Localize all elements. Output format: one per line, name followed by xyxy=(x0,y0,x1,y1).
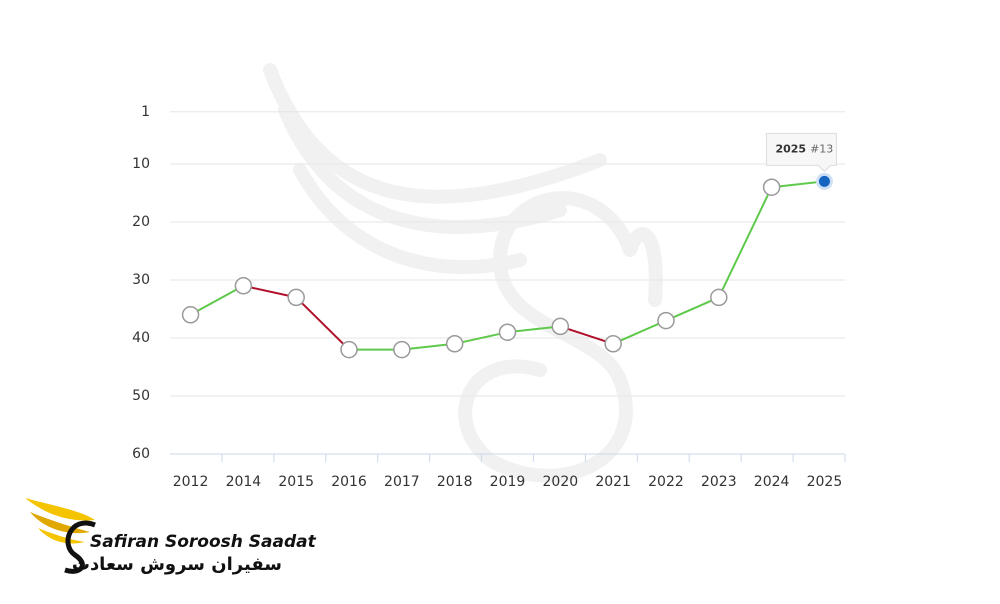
line-segment xyxy=(295,296,350,351)
point xyxy=(445,335,464,353)
point xyxy=(340,340,358,359)
point xyxy=(815,172,833,190)
point xyxy=(234,277,253,295)
x-tick-label: 2019 xyxy=(490,474,526,490)
y-tick-label: 1 xyxy=(141,104,150,120)
tooltip: 2025 #13 xyxy=(765,132,837,173)
point xyxy=(498,323,517,341)
logo-persian: سفیران سروش سعادت xyxy=(72,554,282,575)
y-tick-label: 20 xyxy=(132,214,150,230)
line-segment xyxy=(771,180,825,189)
x-tick-label: 2017 xyxy=(384,474,420,490)
tooltip-category: 2025 xyxy=(775,142,806,155)
x-tick-label: 2015 xyxy=(278,474,314,490)
x-tick-label: 2016 xyxy=(331,474,367,490)
y-tick-label: 50 xyxy=(132,388,150,404)
point xyxy=(181,306,200,324)
point xyxy=(710,288,728,307)
point xyxy=(604,335,622,353)
x-tick-label: 2025 xyxy=(807,474,843,490)
point xyxy=(657,311,675,330)
line-segment xyxy=(560,325,614,345)
x-tick-label: 2022 xyxy=(648,474,684,490)
tooltip-value: #13 xyxy=(810,142,833,155)
x-tick-label: 2014 xyxy=(226,474,262,490)
y-tick-label: 10 xyxy=(132,156,150,172)
x-tick-label: 2012 xyxy=(173,474,209,490)
line-segment xyxy=(507,325,561,334)
tooltip-box xyxy=(765,132,837,173)
x-tick-label: 2023 xyxy=(701,474,737,490)
x-tick-label: 2018 xyxy=(437,474,473,490)
line-segment xyxy=(717,186,773,298)
x-tick-label: 2024 xyxy=(754,474,790,490)
point xyxy=(551,317,570,336)
x-tick-label: 2020 xyxy=(543,474,579,490)
line-segment xyxy=(190,284,244,316)
watermark xyxy=(263,63,663,483)
line-segment xyxy=(665,296,720,322)
point xyxy=(287,288,305,307)
line-segment xyxy=(401,342,455,351)
x-tick-label: 2021 xyxy=(595,474,631,490)
line-segment xyxy=(612,319,667,345)
logo-latin: Safiran Soroosh Saadat xyxy=(90,532,317,552)
point xyxy=(762,178,781,196)
y-tick-label: 40 xyxy=(132,330,150,346)
line-segment xyxy=(243,284,297,299)
point xyxy=(393,340,411,359)
line-segment xyxy=(454,331,508,345)
logo: Safiran Soroosh Saadat سفیران سروش سعادت xyxy=(25,498,317,575)
y-tick-label: 30 xyxy=(132,272,150,288)
y-tick-label: 60 xyxy=(132,446,150,462)
tooltip-text: 2025 #13 xyxy=(775,142,833,155)
